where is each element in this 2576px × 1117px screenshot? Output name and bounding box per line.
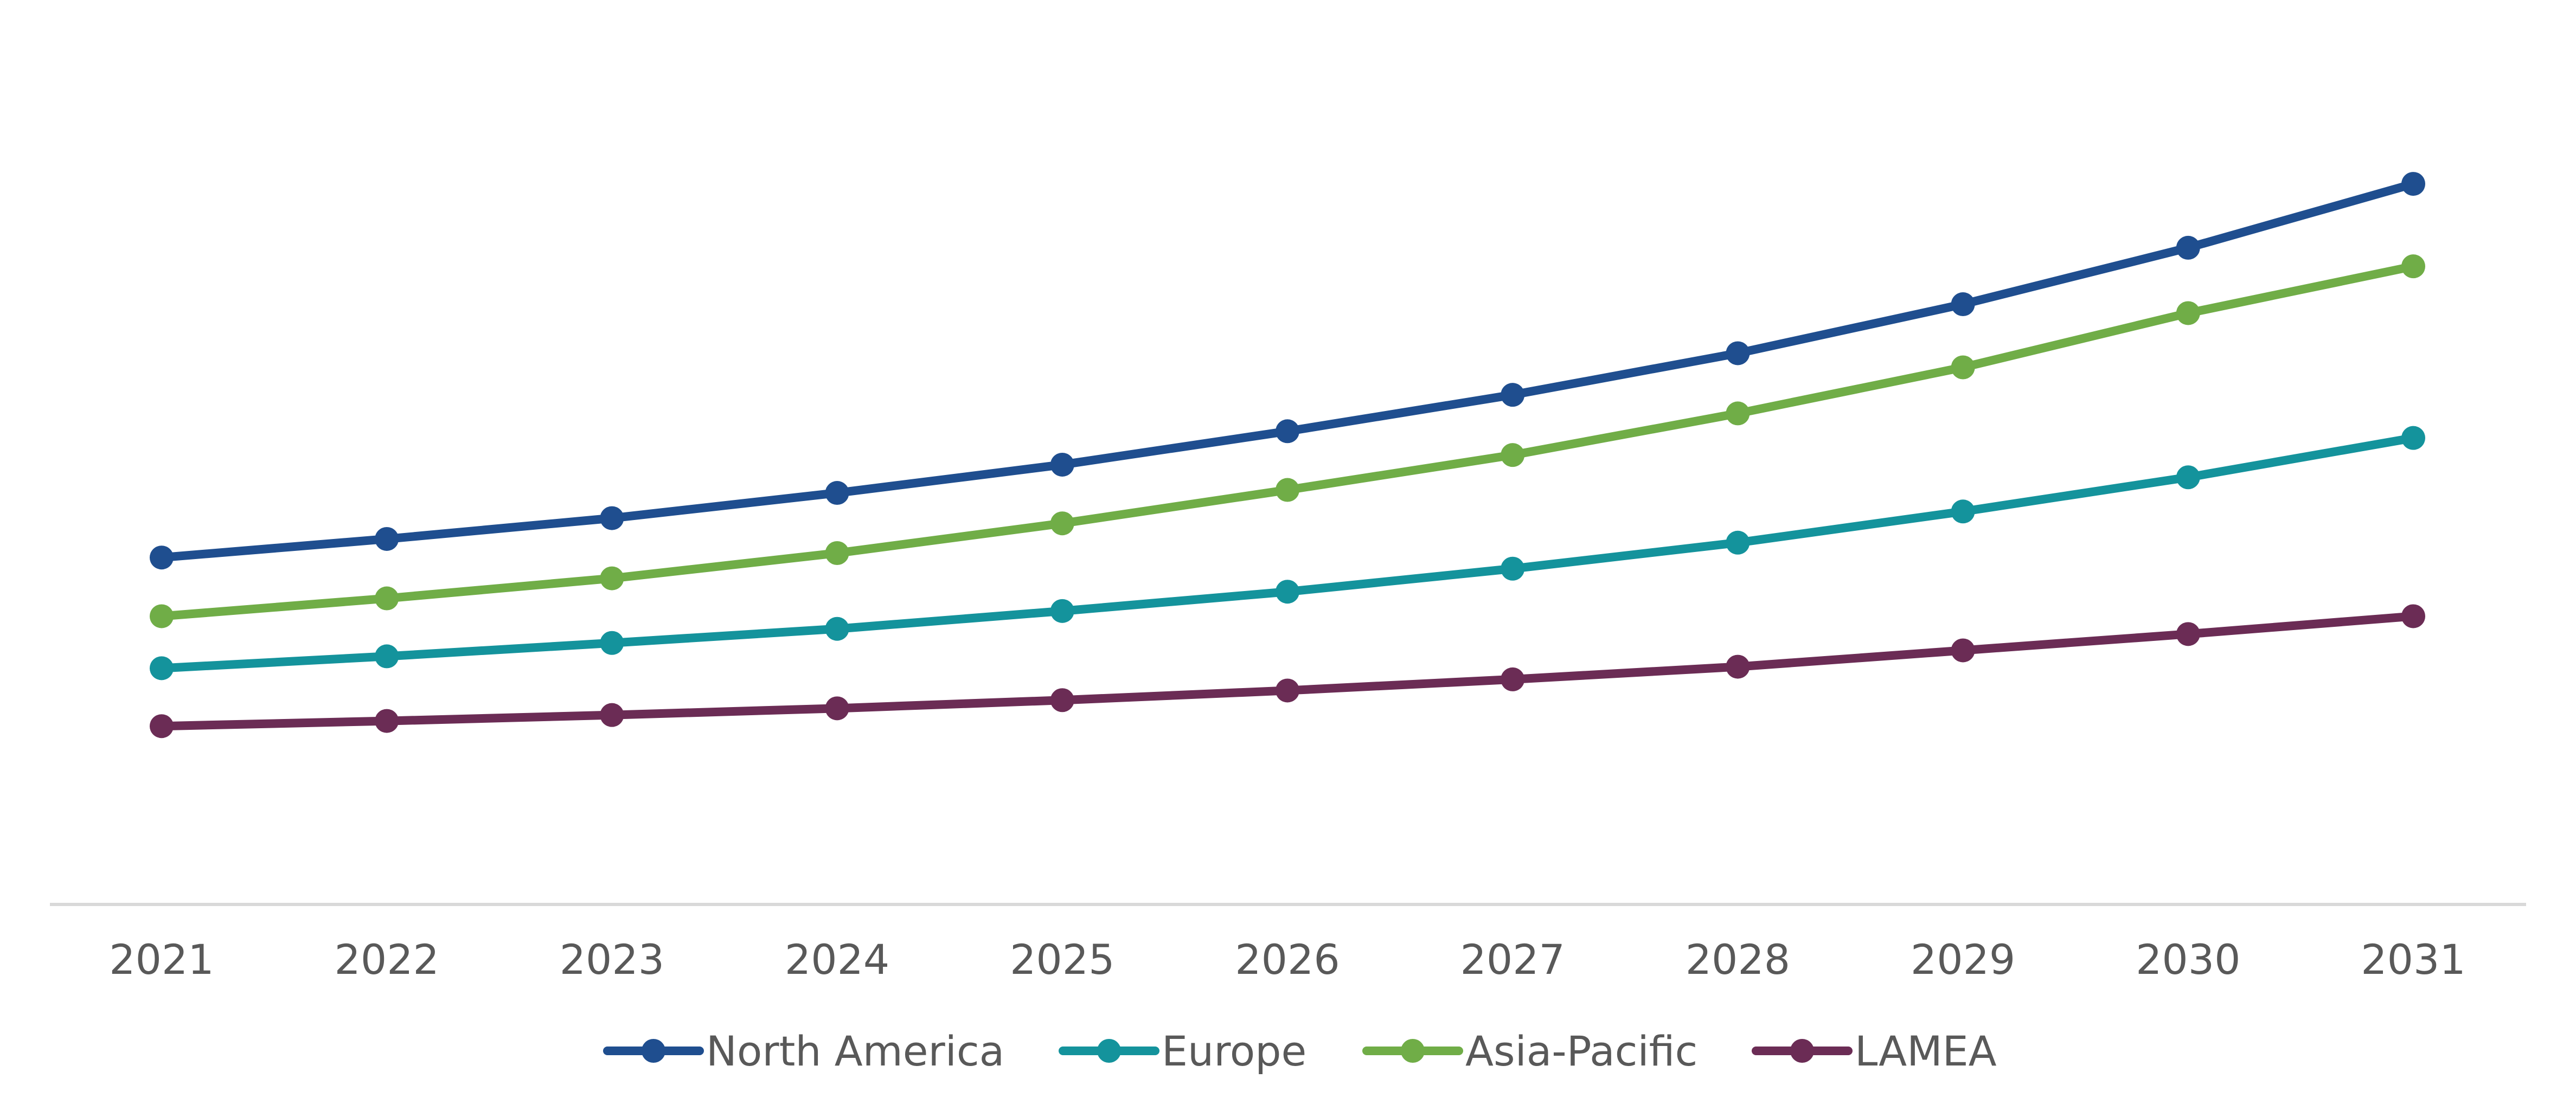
x-tick-label-2025: 2025: [1010, 935, 1114, 984]
x-tick-label-2031: 2031: [2361, 935, 2465, 984]
legend: North America Europe Asia-Pacific LAMEA: [603, 1027, 1997, 1075]
x-tick-label-2030: 2030: [2136, 935, 2240, 984]
legend-marker-asia-pacific: [1401, 1039, 1425, 1063]
data-point-asia-pacific-2030: [2176, 301, 2200, 325]
data-point-lamea-2023: [600, 703, 624, 727]
data-point-europe-2029: [1951, 499, 1975, 524]
series-lamea: [150, 604, 2425, 739]
data-point-north-america-2030: [2176, 235, 2200, 260]
data-point-lamea-2027: [1501, 667, 1525, 691]
data-point-north-america-2026: [1276, 419, 1299, 444]
x-tick-label-2027: 2027: [1460, 935, 1565, 984]
data-point-europe-2021: [150, 656, 174, 681]
data-point-asia-pacific-2021: [150, 604, 174, 628]
data-point-europe-2030: [2176, 465, 2200, 490]
series-line-lamea: [157, 612, 2418, 731]
legend-marker-north-america: [642, 1039, 665, 1063]
x-axis-ticks: 2021 2022 2023 2024 2025 2026 2027 2028 2029 2030…: [109, 935, 2465, 984]
legend-item-lamea: LAMEA: [1752, 1027, 1997, 1075]
x-tick-label-2026: 2026: [1235, 935, 1340, 984]
data-point-lamea-2030: [2176, 622, 2200, 646]
x-tick-label-2023: 2023: [560, 935, 664, 984]
series-asia-pacific: [150, 254, 2425, 628]
data-point-asia-pacific-2031: [2401, 254, 2425, 279]
data-point-lamea-2021: [150, 714, 174, 739]
data-point-lamea-2024: [825, 696, 849, 721]
data-point-europe-2031: [2401, 426, 2425, 450]
series-layer: [150, 172, 2425, 739]
legend-label-europe: Europe: [1162, 1027, 1306, 1075]
x-tick-label-2024: 2024: [785, 935, 889, 984]
series-north-america: [150, 172, 2425, 570]
legend-label-asia-pacific: Asia-Pacific: [1465, 1027, 1697, 1075]
data-point-north-america-2022: [375, 527, 399, 551]
data-point-north-america-2027: [1501, 383, 1525, 407]
data-point-europe-2025: [1050, 599, 1074, 623]
data-point-europe-2022: [375, 644, 399, 669]
legend-marker-europe: [1097, 1039, 1121, 1063]
legend-label-north-america: North America: [706, 1027, 1004, 1075]
x-tick-label-2028: 2028: [1686, 935, 1790, 984]
data-point-asia-pacific-2028: [1726, 401, 1750, 426]
data-point-asia-pacific-2024: [825, 541, 849, 565]
data-point-asia-pacific-2029: [1951, 355, 1975, 380]
data-point-asia-pacific-2027: [1501, 443, 1525, 467]
legend-label-lamea: LAMEA: [1855, 1027, 1997, 1075]
x-tick-label-2029: 2029: [1911, 935, 2015, 984]
legend-item-europe: Europe: [1059, 1027, 1306, 1075]
data-point-north-america-2024: [825, 481, 849, 505]
data-point-north-america-2021: [150, 545, 174, 570]
legend-marker-lamea: [1790, 1039, 1814, 1063]
data-point-asia-pacific-2022: [375, 586, 399, 611]
data-point-lamea-2022: [375, 709, 399, 733]
data-point-europe-2028: [1726, 530, 1750, 555]
data-point-north-america-2031: [2401, 172, 2425, 196]
x-tick-label-2021: 2021: [109, 935, 214, 984]
data-point-north-america-2023: [600, 506, 624, 530]
data-point-asia-pacific-2026: [1276, 478, 1299, 502]
data-point-lamea-2025: [1050, 688, 1074, 712]
data-point-europe-2023: [600, 631, 624, 655]
data-point-lamea-2031: [2401, 604, 2425, 628]
series-europe: [150, 426, 2425, 681]
legend-item-north-america: North America: [603, 1027, 1004, 1075]
legend-item-asia-pacific: Asia-Pacific: [1362, 1027, 1697, 1075]
data-point-lamea-2029: [1951, 638, 1975, 663]
data-point-lamea-2028: [1726, 654, 1750, 679]
data-point-north-america-2029: [1951, 292, 1975, 317]
data-point-europe-2026: [1276, 580, 1299, 604]
data-point-asia-pacific-2023: [600, 566, 624, 590]
data-point-asia-pacific-2025: [1050, 511, 1074, 536]
series-line-europe: [157, 433, 2418, 673]
data-point-north-america-2028: [1726, 341, 1750, 365]
x-tick-label-2022: 2022: [334, 935, 439, 984]
data-point-europe-2027: [1501, 556, 1525, 581]
data-point-europe-2024: [825, 617, 849, 641]
data-point-north-america-2025: [1050, 452, 1074, 477]
data-point-lamea-2026: [1276, 678, 1299, 703]
